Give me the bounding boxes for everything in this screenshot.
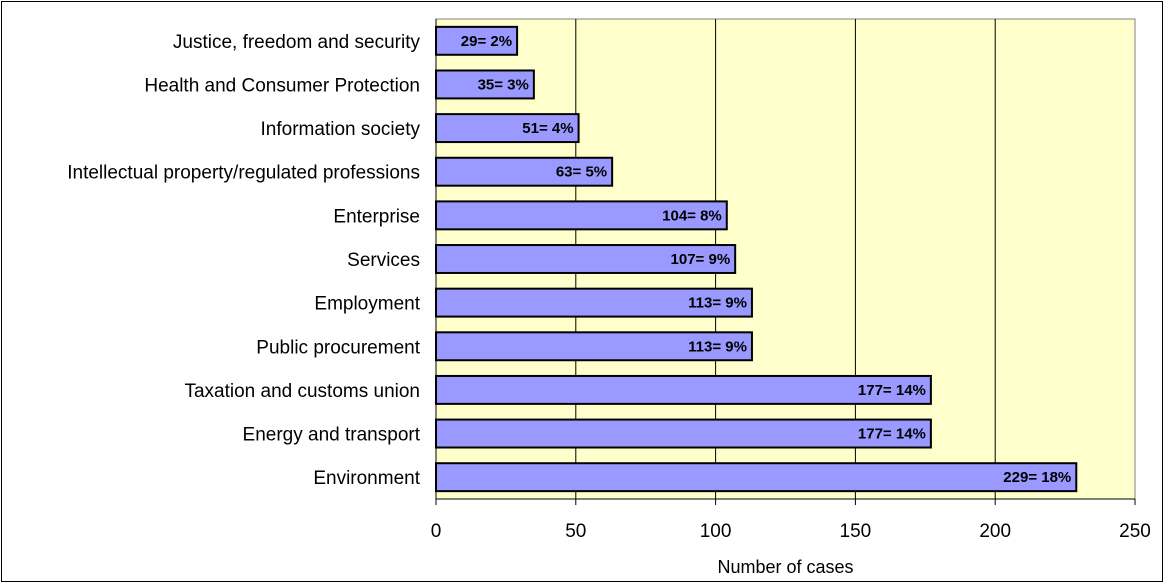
category-label: Health and Consumer Protection (144, 75, 420, 96)
x-axis-ticks: 0 50 100 150 200 250 (431, 19, 1151, 542)
bar-data-label: 113= 9% (688, 338, 747, 355)
category-label: Services (347, 250, 420, 271)
bar-data-label: 51= 4% (522, 120, 573, 137)
x-tick-label: 200 (979, 521, 1011, 542)
category-label: Information society (261, 119, 421, 140)
x-tick-label: 0 (431, 521, 442, 542)
bar-data-label: 229= 18% (1003, 469, 1071, 486)
bar (435, 244, 737, 274)
x-axis-title: Number of cases (717, 557, 853, 577)
bar-data-label: 29= 2% (461, 33, 512, 50)
bars: 29= 2% 35= 3% 51= 4% 63= 5% 104= 8% 107= 9% 11… (435, 25, 1078, 493)
category-label: Employment (314, 294, 420, 315)
category-label: Public procurement (256, 337, 420, 358)
category-labels: Justice, freedom and security Health and … (67, 32, 420, 489)
bar (435, 462, 1078, 493)
category-label: Enterprise (333, 206, 420, 227)
category-label: Energy and transport (243, 425, 421, 446)
bar-data-label: 63= 5% (556, 164, 607, 181)
bar-data-label: 113= 9% (688, 295, 747, 312)
bar-data-label: 107= 9% (671, 251, 731, 268)
bar (435, 25, 519, 56)
bar (435, 374, 932, 405)
category-label: Environment (313, 468, 420, 489)
category-label: Taxation and customs union (184, 381, 420, 402)
x-tick-label: 50 (565, 521, 586, 542)
category-label: Intellectual property/regulated professi… (67, 163, 420, 184)
bar (435, 287, 753, 318)
bar-data-label: 177= 14% (858, 426, 926, 443)
bar (435, 113, 580, 144)
bar (435, 156, 614, 187)
bar-data-label: 35= 3% (478, 76, 529, 93)
bar-data-label: 104= 8% (662, 207, 722, 224)
bar (435, 418, 932, 449)
x-tick-label: 150 (840, 521, 872, 542)
bar-data-label: 177= 14% (858, 382, 926, 399)
category-label: Justice, freedom and security (173, 32, 421, 53)
x-tick-label: 250 (1119, 521, 1151, 542)
bar (435, 200, 728, 231)
x-tick-label: 100 (700, 521, 732, 542)
